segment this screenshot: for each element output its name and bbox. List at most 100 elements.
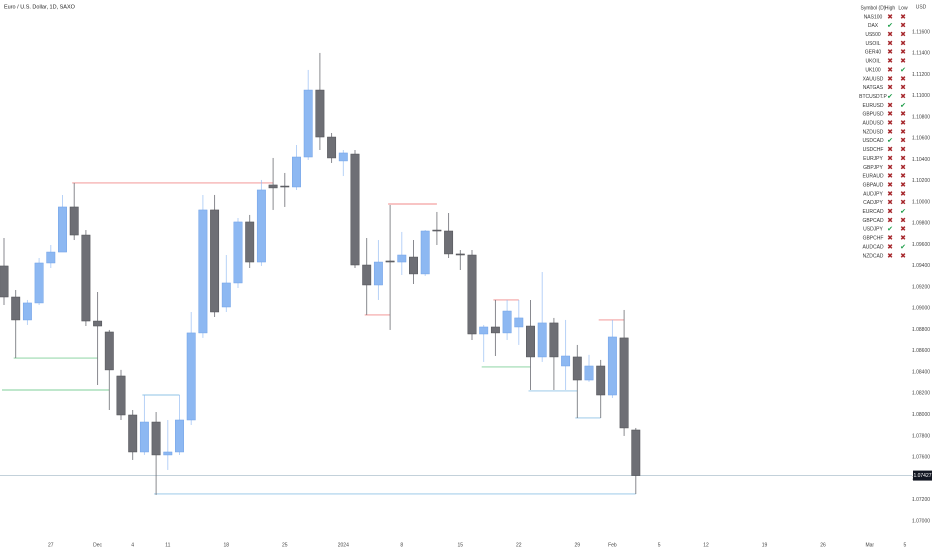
table-symbol: GER40 xyxy=(865,50,882,56)
candle-body xyxy=(292,156,301,188)
candle-body xyxy=(514,317,524,328)
table-flag: ✖ xyxy=(887,14,893,21)
table-flag: ✖ xyxy=(900,147,906,154)
table-header: Symbol (D) xyxy=(860,5,885,11)
table-symbol: USDCAD xyxy=(862,138,884,144)
y-tick-label: 1.10000 xyxy=(912,199,930,205)
table-flag: ✔ xyxy=(900,244,906,251)
x-tick-label: Mar xyxy=(865,542,874,548)
candle-body xyxy=(22,302,32,321)
table-flag: ✖ xyxy=(900,200,906,207)
table-flag: ✖ xyxy=(900,23,906,30)
table-flag: ✖ xyxy=(900,32,906,39)
candle-body xyxy=(467,254,477,335)
table-symbol: EURJPY xyxy=(863,156,883,162)
candle-body xyxy=(11,296,21,321)
table-flag: ✖ xyxy=(887,191,893,198)
y-tick-label: 1.10200 xyxy=(912,178,930,184)
y-tick-label: 1.07800 xyxy=(912,433,930,439)
candle-body xyxy=(619,337,629,429)
table-symbol: NAS100 xyxy=(864,14,883,20)
table-flag: ✖ xyxy=(900,120,906,127)
last-price-label: 1.07427 xyxy=(913,473,931,479)
table-symbol: USOIL xyxy=(865,41,880,47)
table-flag: ✔ xyxy=(900,102,906,109)
candle-body xyxy=(268,184,278,189)
candle-body xyxy=(233,221,243,284)
axis-unit: USD xyxy=(916,4,927,10)
candle-body xyxy=(479,326,489,335)
table-flag: ✔ xyxy=(900,209,906,216)
table-symbol: EURUSD xyxy=(862,103,884,109)
y-tick-label: 1.10400 xyxy=(912,157,930,163)
table-flag: ✖ xyxy=(887,253,893,260)
table-flag: ✖ xyxy=(887,129,893,136)
y-tick-label: 1.08600 xyxy=(912,348,930,354)
table-flag: ✔ xyxy=(887,226,893,233)
table-flag: ✖ xyxy=(887,173,893,180)
x-tick-label: 5 xyxy=(904,542,907,548)
table-flag: ✖ xyxy=(887,102,893,109)
table-flag: ✖ xyxy=(900,49,906,56)
table-symbol: GBPJPY xyxy=(863,165,883,171)
x-tick-label: Dec xyxy=(93,542,102,548)
y-tick-label: 1.10800 xyxy=(912,114,930,120)
candle-body xyxy=(315,89,325,138)
candle-body xyxy=(373,261,383,286)
table-flag: ✖ xyxy=(900,85,906,92)
candle-body xyxy=(104,331,114,371)
table-flag: ✖ xyxy=(887,85,893,92)
table-flag: ✖ xyxy=(900,76,906,83)
table-symbol: AUDCAD xyxy=(862,244,884,250)
x-tick-label: Feb xyxy=(608,542,617,548)
candle-body xyxy=(444,230,454,255)
table-flag: ✔ xyxy=(887,23,893,30)
y-tick-label: 1.09800 xyxy=(912,221,930,227)
table-flag: ✖ xyxy=(887,40,893,47)
table-symbol: CADJPY xyxy=(863,200,883,206)
table-flag: ✖ xyxy=(887,76,893,83)
candle-body xyxy=(198,209,208,334)
table-flag: ✖ xyxy=(900,253,906,260)
candle-body xyxy=(502,310,512,334)
candle-body xyxy=(69,206,79,236)
y-tick-label: 1.08800 xyxy=(912,327,930,333)
table-symbol: USDJPY xyxy=(863,227,883,233)
table-flag: ✔ xyxy=(887,138,893,145)
x-tick-label: 2024 xyxy=(338,542,349,548)
candle-body xyxy=(584,365,594,381)
table-flag: ✖ xyxy=(887,32,893,39)
candle-body xyxy=(338,152,348,162)
y-tick-label: 1.10600 xyxy=(912,136,930,142)
x-tick-label: 4 xyxy=(131,542,134,548)
candle-body xyxy=(151,421,161,456)
candle-body xyxy=(455,253,465,256)
table-flag: ✖ xyxy=(887,209,893,216)
candle-body xyxy=(526,325,535,358)
x-tick-label: 11 xyxy=(165,542,170,548)
y-tick-label: 1.11400 xyxy=(912,51,930,57)
candle-body xyxy=(58,206,67,253)
table-flag: ✖ xyxy=(900,235,906,242)
table-symbol: AUDJPY xyxy=(863,191,883,197)
table-symbol: DAX xyxy=(868,23,879,29)
y-tick-label: 1.07000 xyxy=(912,518,930,524)
candle-body xyxy=(175,419,184,453)
y-tick-label: 1.09200 xyxy=(912,284,930,290)
candle-body xyxy=(210,209,220,313)
x-tick-label: 26 xyxy=(820,542,826,548)
y-tick-label: 1.08000 xyxy=(912,412,930,418)
candle-body xyxy=(128,414,138,453)
x-tick-label: 22 xyxy=(516,542,522,548)
table-symbol: USDCHF xyxy=(863,147,884,153)
table-flag: ✖ xyxy=(900,217,906,224)
y-tick-label: 1.11200 xyxy=(912,72,930,78)
candle-body xyxy=(596,365,606,396)
candle-body xyxy=(81,234,91,322)
candle-body xyxy=(397,254,407,263)
x-tick-label: 27 xyxy=(48,542,54,548)
candle-body xyxy=(221,282,231,308)
candle-body xyxy=(303,89,313,158)
